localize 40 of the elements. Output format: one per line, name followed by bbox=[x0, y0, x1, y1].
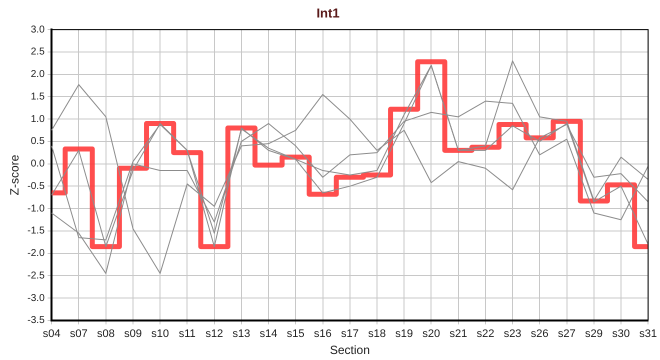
x-tick-label: s08 bbox=[96, 328, 115, 340]
y-tick-label: 2.0 bbox=[30, 69, 46, 80]
y-tick-label: -3.0 bbox=[27, 292, 46, 304]
x-tick-label: s13 bbox=[232, 328, 250, 340]
x-tick-label: s12 bbox=[205, 328, 224, 340]
x-axis-title: Section bbox=[330, 343, 370, 358]
x-tick-label: s31 bbox=[639, 328, 658, 340]
x-tick-label: s16 bbox=[314, 328, 332, 340]
chart-title: Int1 bbox=[316, 5, 340, 20]
y-tick-label: 0.5 bbox=[30, 136, 46, 148]
x-tick-label: s17 bbox=[341, 328, 359, 340]
y-axis-title: Z-score bbox=[8, 154, 22, 196]
x-tick-label: s15 bbox=[286, 328, 305, 340]
y-tick-label: 2.5 bbox=[30, 46, 46, 58]
x-tick-label: s23 bbox=[504, 328, 522, 340]
x-tick-label: s27 bbox=[558, 328, 576, 340]
x-tick-label: s14 bbox=[260, 328, 278, 340]
y-tick-label: -1.5 bbox=[27, 226, 46, 237]
x-tick-label: s07 bbox=[70, 328, 88, 340]
x-tick-label: s09 bbox=[124, 328, 142, 340]
x-tick-label: s10 bbox=[151, 328, 169, 340]
x-tick-label: s18 bbox=[368, 328, 386, 340]
x-tick-label: s19 bbox=[395, 328, 413, 340]
x-tick-label: s20 bbox=[422, 328, 440, 340]
y-tick-label: -0.5 bbox=[27, 180, 46, 192]
y-tick-label: 1.5 bbox=[30, 91, 46, 102]
x-tick-label: s21 bbox=[449, 328, 468, 340]
y-tick-label: 0.0 bbox=[30, 158, 46, 170]
y-tick-label: -3.5 bbox=[27, 315, 46, 326]
x-tick-label: s29 bbox=[585, 328, 603, 340]
y-tick-label: -2.0 bbox=[27, 248, 46, 260]
y-tick-label: 1.0 bbox=[30, 114, 46, 125]
x-tick-label: s30 bbox=[612, 328, 630, 340]
y-tick-label: 3.0 bbox=[30, 24, 46, 36]
x-tick-label: s22 bbox=[476, 328, 494, 340]
y-tick-label: -1.0 bbox=[27, 203, 46, 214]
y-tick-label: -2.5 bbox=[27, 270, 46, 282]
x-tick-label: s26 bbox=[530, 328, 549, 340]
x-tick-label: s04 bbox=[42, 328, 61, 340]
x-tick-label: s11 bbox=[178, 328, 196, 340]
